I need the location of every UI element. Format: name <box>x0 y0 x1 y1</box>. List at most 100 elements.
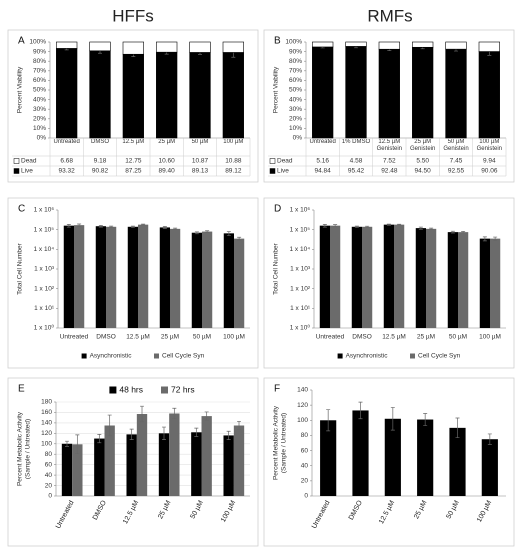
bar-segment <box>412 41 434 48</box>
y-axis-label: (Sample / Untreated) <box>281 413 288 473</box>
y-tick-label: 100% <box>29 39 46 46</box>
table-value: 89.40 <box>159 168 176 175</box>
legend-label: Cell Cycle Syn <box>162 353 205 360</box>
bar-segment <box>478 51 500 139</box>
y-tick-label: 90% <box>289 48 302 55</box>
bar-segment <box>478 41 500 52</box>
bar-segment <box>378 41 400 50</box>
y-tick-label: 1 x 10⁰ <box>34 324 55 332</box>
x-tick-label: 1% DMSO <box>341 139 371 145</box>
error-bar <box>75 434 80 455</box>
y-tick-label: 80% <box>289 58 302 65</box>
y-tick-label: 70% <box>33 68 46 75</box>
legend-label: Dead <box>277 158 293 165</box>
table-value: 10.60 <box>159 158 176 165</box>
x-tick-label: 50 µM Genistein <box>443 139 469 152</box>
error-bar <box>140 405 145 423</box>
x-tick-label: Untreated <box>311 499 332 530</box>
bar <box>158 433 170 496</box>
panel-label: D <box>274 204 281 215</box>
panel-frame <box>263 29 515 183</box>
y-tick-label: 80% <box>33 58 46 65</box>
error-bar <box>429 227 434 231</box>
legend-label: Cell Cycle Syn <box>418 353 461 360</box>
error-bar <box>358 401 363 420</box>
error-bar <box>109 225 114 228</box>
table-value: 5.16 <box>316 158 329 165</box>
legend-swatch <box>269 168 276 174</box>
x-tick-label: Untreated <box>316 334 345 341</box>
y-tick-label: 100 <box>41 440 52 447</box>
error-bar <box>461 231 466 234</box>
bar-segment <box>156 41 178 53</box>
x-tick-label: 12.5 µM <box>122 139 145 145</box>
bar-segment <box>222 41 244 53</box>
x-tick-label: 12.5 µM <box>382 334 406 341</box>
bar <box>449 427 466 496</box>
legend-swatch <box>269 158 276 164</box>
table-value: 89.13 <box>192 168 209 175</box>
y-tick-label: 90% <box>33 48 46 55</box>
y-axis-label: Percent Metabolic Activity <box>273 405 280 480</box>
y-tick-label: 40 <box>301 462 309 469</box>
y-tick-label: 60 <box>301 447 309 454</box>
bar <box>223 435 234 496</box>
error-bar <box>194 231 199 235</box>
y-tick-label: 0 <box>304 493 308 500</box>
y-axis-label: Total Cell Number <box>273 242 280 294</box>
legend-label: 72 hrs <box>171 384 195 394</box>
x-tick-label-box: 100 µM <box>223 139 244 145</box>
y-tick-label: 1 x 10¹ <box>290 305 311 312</box>
error-bar <box>107 414 112 437</box>
panel-label: A <box>18 36 25 47</box>
error-bar <box>205 230 210 233</box>
table-value: 10.88 <box>225 158 242 165</box>
panel-label: E <box>18 384 25 395</box>
y-tick-label: 1 x 10³ <box>34 266 55 273</box>
bar <box>479 238 490 328</box>
x-tick-label: DMSO <box>96 334 116 341</box>
y-tick-label: 30% <box>289 106 302 113</box>
panel-label: F <box>274 384 280 395</box>
bar <box>61 443 73 496</box>
y-tick-label: 140 <box>297 387 308 394</box>
legend-swatch <box>154 353 159 359</box>
bar-segment <box>312 46 334 139</box>
legend-swatch <box>109 386 117 394</box>
y-tick-label: 100% <box>285 39 302 46</box>
y-tick-label: 1 x 10² <box>290 285 311 292</box>
error-bar <box>204 411 209 421</box>
y-tick-label: 1 x 10⁶ <box>34 207 55 214</box>
error-bar <box>423 413 428 426</box>
header-right: RMFs <box>367 6 412 25</box>
y-tick-label: 160 <box>41 409 52 416</box>
y-tick-label: 1 x 10⁰ <box>290 324 311 332</box>
x-tick-label-box: 100 µM Genistein <box>477 139 502 152</box>
error-bar <box>322 224 327 228</box>
table-value: 9.18 <box>94 158 107 165</box>
bar <box>201 416 212 496</box>
error-bar <box>162 226 167 229</box>
error-bar <box>333 224 338 228</box>
bar <box>94 438 105 496</box>
x-tick-label: 25 µM <box>158 139 176 145</box>
y-tick-label: 1 x 10⁴ <box>290 246 311 253</box>
x-tick-label: 100 µM <box>223 139 244 145</box>
bar <box>191 432 202 496</box>
bar <box>95 226 106 328</box>
error-bar <box>482 236 487 242</box>
x-tick-label-box: 25 µM <box>158 139 176 145</box>
bar <box>394 224 405 328</box>
table-value: 89.12 <box>225 168 242 175</box>
x-tick-label-box: 50 µM <box>192 139 209 145</box>
y-tick-label: 0% <box>293 135 303 142</box>
bar-segment <box>189 41 211 53</box>
x-tick-label: 50 µM <box>190 499 205 520</box>
x-tick-label: 12.5 µM <box>378 499 396 525</box>
x-tick-label: 50 µM <box>449 334 467 341</box>
x-tick-label: 100 µM <box>223 334 245 341</box>
error-bar <box>173 227 178 231</box>
legend-label: Asynchronistic <box>346 353 389 360</box>
y-tick-label: 80 <box>45 451 53 458</box>
